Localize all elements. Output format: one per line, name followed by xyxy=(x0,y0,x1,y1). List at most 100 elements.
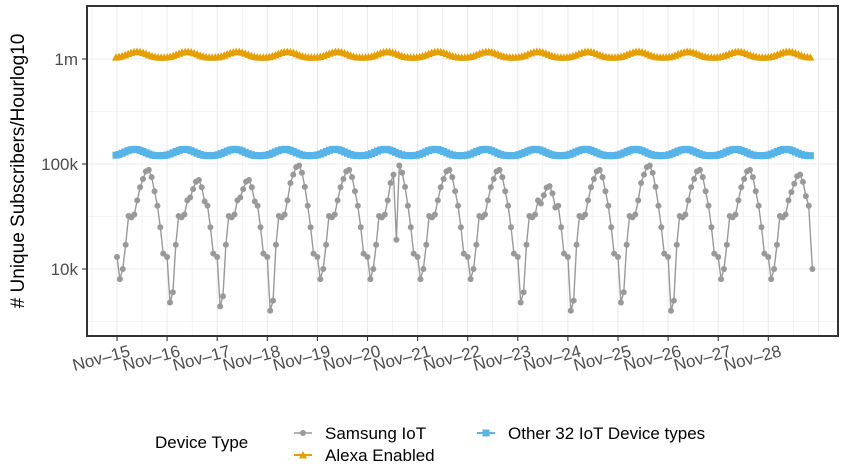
series-samsung-iot-point xyxy=(354,202,361,209)
series-samsung-iot-point xyxy=(755,202,762,209)
series-samsung-iot-point xyxy=(393,236,400,243)
series-samsung-iot-point xyxy=(732,211,739,218)
series-samsung-iot-point xyxy=(351,188,358,195)
series-samsung-iot-point xyxy=(116,276,123,283)
series-samsung-iot-point xyxy=(384,197,391,204)
series-samsung-iot-point xyxy=(373,241,380,248)
series-samsung-iot-point xyxy=(496,166,503,173)
series-samsung-iot-point xyxy=(608,224,615,231)
series-samsung-iot-point xyxy=(334,197,341,204)
series-samsung-iot-point xyxy=(670,297,677,304)
series-samsung-iot-point xyxy=(611,250,618,257)
series-samsung-iot-point xyxy=(260,250,267,257)
series-alexa-enabled-point xyxy=(806,53,815,61)
series-samsung-iot-point xyxy=(357,224,364,231)
series-samsung-iot-point xyxy=(482,211,489,218)
legend-key xyxy=(294,451,312,459)
series-samsung-iot-point xyxy=(549,190,556,197)
series-samsung-iot-point xyxy=(449,174,456,181)
series-samsung-iot-point xyxy=(573,241,580,248)
series-samsung-iot-point xyxy=(310,250,317,257)
legend-key-marker xyxy=(482,429,490,437)
series-samsung-iot-point xyxy=(172,241,179,248)
series-samsung-iot-point xyxy=(367,276,374,283)
x-tick-label: Nov–28 xyxy=(722,342,784,376)
series-samsung-iot-point xyxy=(296,162,303,169)
series-samsung-iot-point xyxy=(410,250,417,257)
series-samsung-iot-point xyxy=(655,202,662,209)
series-samsung-iot-point xyxy=(696,166,703,173)
series-samsung-iot-point xyxy=(520,289,527,296)
series-samsung-iot-point xyxy=(788,189,795,196)
series-samsung-iot-point xyxy=(381,211,388,218)
series-samsung-iot-point xyxy=(402,183,409,190)
series-samsung-iot-point xyxy=(635,197,642,204)
series-samsung-iot-point xyxy=(561,250,568,257)
series-samsung-iot-point xyxy=(387,179,394,186)
series-samsung-iot-point xyxy=(752,188,759,195)
series-samsung-iot-point xyxy=(217,303,224,310)
series-samsung-iot-point xyxy=(802,193,809,200)
series-samsung-iot-point xyxy=(320,266,327,272)
series-samsung-iot-point xyxy=(248,184,255,191)
y-tick-label: 100k xyxy=(41,155,78,174)
series-samsung-iot-point xyxy=(134,197,141,204)
series-samsung-iot-point xyxy=(746,166,753,173)
series-samsung-iot-point xyxy=(708,224,715,231)
series-samsung-iot-point xyxy=(404,202,411,209)
series-samsung-iot-point xyxy=(602,188,609,195)
series-samsung-iot-point xyxy=(204,202,211,209)
series-samsung-iot-point xyxy=(122,241,129,248)
series-samsung-iot-point xyxy=(437,184,444,191)
series-samsung-iot-point xyxy=(605,202,612,209)
series-samsung-iot-point xyxy=(187,194,194,201)
series-samsung-iot-point xyxy=(749,174,756,181)
x-axis-ticks: Nov–15Nov–16Nov–17Nov–18Nov–19Nov–20Nov–… xyxy=(71,336,784,376)
series-samsung-iot-point xyxy=(741,175,748,182)
series-samsung-iot-point xyxy=(198,184,205,191)
series-samsung-iot-point xyxy=(219,293,226,300)
series-samsung-iot-point xyxy=(470,266,477,272)
series-samsung-iot-point xyxy=(317,276,324,283)
legend-key-marker xyxy=(300,430,306,436)
series-samsung-iot-point xyxy=(423,241,430,248)
series-samsung-iot-point xyxy=(417,276,424,283)
y-tick-label: 10k xyxy=(51,260,79,279)
series-samsung-iot-point xyxy=(585,197,592,204)
series-samsung-iot-point xyxy=(455,202,462,209)
series-samsung-iot xyxy=(114,162,816,314)
series-samsung-iot-point xyxy=(514,254,521,261)
legend-title: Device Type xyxy=(155,433,248,452)
series-samsung-iot-point xyxy=(314,254,321,261)
series-samsung-iot-point xyxy=(137,184,144,191)
series-samsung-iot-point xyxy=(473,241,480,248)
series-samsung-iot-point xyxy=(691,175,698,182)
series-samsung-iot-point xyxy=(240,186,247,193)
series-samsung-iot-point xyxy=(558,224,565,231)
series-samsung-iot-point xyxy=(331,211,338,218)
series-samsung-iot-point xyxy=(490,175,497,182)
series-samsung-iot-point xyxy=(555,202,562,209)
series-samsung-iot-point xyxy=(287,179,294,186)
series-samsung-iot-point xyxy=(567,307,574,314)
series-samsung-iot-point xyxy=(758,224,765,231)
series-samsung-iot-point xyxy=(251,198,258,205)
series-samsung-iot-point xyxy=(272,241,279,248)
series-samsung-iot-point xyxy=(809,266,816,272)
series-samsung-iot-point xyxy=(210,250,217,257)
series-samsung-iot-point xyxy=(231,211,238,218)
series-samsung-iot-point xyxy=(304,202,311,209)
series-samsung-iot-point xyxy=(685,197,692,204)
series-samsung-iot-point xyxy=(667,307,674,314)
series-other-iot-point xyxy=(806,152,814,160)
series-samsung-iot-point xyxy=(590,175,597,182)
series-samsung-iot-point xyxy=(505,202,512,209)
series-samsung-iot-point xyxy=(661,250,668,257)
series-samsung-iot-point xyxy=(270,297,277,304)
series-samsung-iot-point xyxy=(540,192,547,199)
series-samsung-iot-point xyxy=(711,250,718,257)
series-samsung-iot-point xyxy=(546,183,553,190)
series-samsung-iot-point xyxy=(782,211,789,218)
y-tick-label: 1m xyxy=(54,50,78,69)
series-samsung-iot-point xyxy=(340,175,347,182)
